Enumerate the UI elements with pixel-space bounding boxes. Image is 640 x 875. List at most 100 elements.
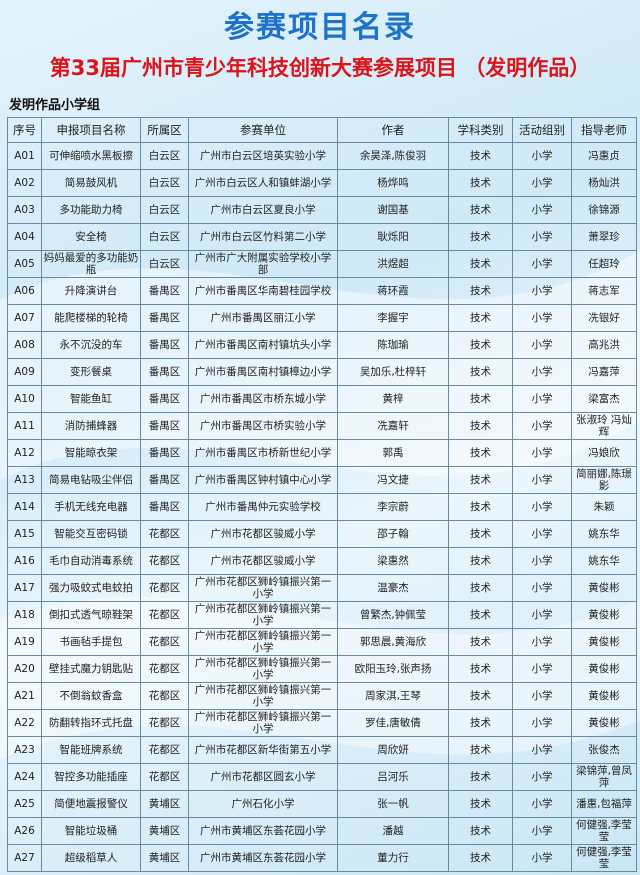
table-cell: 技术 bbox=[448, 655, 513, 683]
table-cell: 广州市花都区新华街第五小学 bbox=[188, 736, 338, 764]
table-cell: A06 bbox=[7, 277, 42, 305]
table-cell: 技术 bbox=[448, 601, 513, 629]
table-cell: 小学 bbox=[512, 763, 572, 791]
table-cell: 何健强,李莹莹 bbox=[571, 844, 637, 872]
table-cell: A04 bbox=[7, 223, 42, 251]
table-cell: 朱颖 bbox=[571, 493, 637, 521]
table-cell: 广州市番禺区南村镇樟边小学 bbox=[188, 358, 338, 386]
table-cell: A26 bbox=[7, 817, 42, 845]
table-cell: 郭禹 bbox=[337, 439, 449, 467]
table-cell: 小学 bbox=[512, 628, 572, 656]
table-row: A03 多功能助力椅 白云区 广州市白云区夏良小学 谢国基 技术 小学 徐锦源 bbox=[7, 196, 637, 224]
table-cell: 广州市番禺区华南碧桂园学校 bbox=[188, 277, 338, 305]
table-cell: 徐锦源 bbox=[571, 196, 637, 224]
table-cell: 能爬楼梯的轮椅 bbox=[41, 304, 141, 332]
table-row: A14 手机无线充电器 番禺区 广州市番禺仲元实验学校 李宗蔚 技术 小学 朱颖 bbox=[7, 493, 637, 521]
table-cell: 梁富杰 bbox=[571, 385, 637, 413]
table-cell: 白云区 bbox=[140, 250, 189, 278]
table-cell: 小学 bbox=[512, 547, 572, 575]
table-row: A13 简易电钻吸尘伴侣 番禺区 广州市番禺区钟村镇中心小学 冯文捷 技术 小学 简丽娜,陈璟… bbox=[7, 466, 637, 494]
table-cell: 黄俊彬 bbox=[571, 574, 637, 602]
table-cell: 小学 bbox=[512, 493, 572, 521]
table-cell: 杨灿洪 bbox=[571, 169, 637, 197]
column-header: 活动组别 bbox=[512, 117, 572, 143]
table-cell: 董力行 bbox=[337, 844, 449, 872]
table-cell: 花都区 bbox=[140, 601, 189, 629]
table-cell: 升降演讲台 bbox=[41, 277, 141, 305]
table-cell: 番禺区 bbox=[140, 439, 189, 467]
table-cell: 简易电钻吸尘伴侣 bbox=[41, 466, 141, 494]
table-cell: 强力吸蚊式电蚊拍 bbox=[41, 574, 141, 602]
table-cell: 广州市番禺仲元实验学校 bbox=[188, 493, 338, 521]
table-cell: 余昊泽,陈俊羽 bbox=[337, 142, 449, 170]
table-cell: 吕河乐 bbox=[337, 763, 449, 791]
table-row: A02 简易鼓风机 白云区 广州市白云区人和镇蚌湖小学 杨烨鸣 技术 小学 杨灿洪 bbox=[7, 169, 637, 197]
entries-table: 序号 申报项目名称 所属区 参赛单位 作者 学科类别 活动组别 指导老师 A01 可伸缩喷水黑板… bbox=[7, 117, 637, 872]
table-cell: A14 bbox=[7, 493, 42, 521]
table-cell: 广州市花都区狮岭镇振兴第一小学 bbox=[188, 655, 338, 683]
table-cell: 小学 bbox=[512, 223, 572, 251]
table-cell: 花都区 bbox=[140, 655, 189, 683]
table-row: A06 升降演讲台 番禺区 广州市番禺区华南碧桂园学校 蒋环霞 技术 小学 蒋志军 bbox=[7, 277, 637, 305]
table-cell: 技术 bbox=[448, 709, 513, 737]
table-cell: 黄俊彬 bbox=[571, 655, 637, 683]
table-cell: 萧翠珍 bbox=[571, 223, 637, 251]
table-cell: A27 bbox=[7, 844, 42, 872]
table-cell: 技术 bbox=[448, 466, 513, 494]
table-cell: 周欣妍 bbox=[337, 736, 449, 764]
table-cell: 广州市黄埔区东荟花园小学 bbox=[188, 817, 338, 845]
table-cell: 广州市黄埔区东荟花园小学 bbox=[188, 844, 338, 872]
table-row: A10 智能鱼缸 番禺区 广州市番禺区市桥东城小学 黄梓 技术 小学 梁富杰 bbox=[7, 385, 637, 413]
table-cell: 欧阳玉玲,张声扬 bbox=[337, 655, 449, 683]
table-cell: 白云区 bbox=[140, 196, 189, 224]
table-row: A01 可伸缩喷水黑板擦 白云区 广州市白云区培英实验小学 余昊泽,陈俊羽 技术 小学 冯惠贞 bbox=[7, 142, 637, 170]
table-cell: 技术 bbox=[448, 142, 513, 170]
table-cell: 小学 bbox=[512, 709, 572, 737]
table-cell: 智能交互密码锁 bbox=[41, 520, 141, 548]
table-cell: 番禺区 bbox=[140, 412, 189, 440]
table-cell: 高兆洪 bbox=[571, 331, 637, 359]
table-cell: 何健强,李莹莹 bbox=[571, 817, 637, 845]
table-cell: 花都区 bbox=[140, 682, 189, 710]
table-cell: 手机无线充电器 bbox=[41, 493, 141, 521]
table-row: A22 防翻转指环式托盘 花都区 广州市花都区狮岭镇振兴第一小学 罗佳,唐敏倩 技术 小学黄… bbox=[7, 709, 637, 737]
column-header: 所属区 bbox=[140, 117, 189, 143]
table-row: A27 超级稻草人 黄埔区 广州市黄埔区东荟花园小学 董力行 技术 小学 何健强,李莹莹 bbox=[7, 844, 637, 872]
table-cell: 小学 bbox=[512, 277, 572, 305]
table-cell: 可伸缩喷水黑板擦 bbox=[41, 142, 141, 170]
table-cell: 智能垃圾桶 bbox=[41, 817, 141, 845]
table-cell: 小学 bbox=[512, 439, 572, 467]
column-header: 序号 bbox=[7, 117, 42, 143]
table-cell: 安全椅 bbox=[41, 223, 141, 251]
table-cell: 花都区 bbox=[140, 547, 189, 575]
table-cell: 小学 bbox=[512, 142, 572, 170]
table-cell: 小学 bbox=[512, 736, 572, 764]
table-cell: 花都区 bbox=[140, 520, 189, 548]
table-cell: 梁锦萍,曾凤萍 bbox=[571, 763, 637, 791]
table-cell: 蒋环霞 bbox=[337, 277, 449, 305]
table-cell: A24 bbox=[7, 763, 42, 791]
subtitle: 第33届广州市青少年科技创新大赛参展项目 （发明作品） bbox=[49, 56, 591, 80]
table-cell: 智能班牌系统 bbox=[41, 736, 141, 764]
table-cell: 番禺区 bbox=[140, 493, 189, 521]
table-cell: 毛巾自动消毒系统 bbox=[41, 547, 141, 575]
table-cell: 蒋志军 bbox=[571, 277, 637, 305]
table-cell: 技术 bbox=[448, 439, 513, 467]
table-row: A24 智控多功能插座 花都区 广州市花都区圆玄小学 吕河乐 技术 小学 梁锦萍,曾凤萍 bbox=[7, 763, 637, 791]
table-cell: A23 bbox=[7, 736, 42, 764]
table-cell: 消防捕蜂器 bbox=[41, 412, 141, 440]
table-cell: 广州市广大附属实验学校小学部 bbox=[188, 250, 338, 278]
table-row: A23 智能班牌系统 花都区 广州市花都区新华街第五小学 周欣妍 技术 小学 张俊杰 bbox=[7, 736, 637, 764]
table-cell: 冼嘉轩 bbox=[337, 412, 449, 440]
table-cell: 番禺区 bbox=[140, 466, 189, 494]
table-cell: 小学 bbox=[512, 304, 572, 332]
table-cell: A11 bbox=[7, 412, 42, 440]
table-cell: 冯娘欣 bbox=[571, 439, 637, 467]
table-cell: 广州市番禺区南村镇坑头小学 bbox=[188, 331, 338, 359]
table-cell: A15 bbox=[7, 520, 42, 548]
table-cell: 冯文捷 bbox=[337, 466, 449, 494]
table-cell: 技术 bbox=[448, 385, 513, 413]
table-cell: A09 bbox=[7, 358, 42, 386]
table-row: A26 智能垃圾桶 黄埔区 广州市黄埔区东荟花园小学 潘越 技术 小学 何健强,李莹莹 bbox=[7, 817, 637, 845]
table-cell: 永不沉没的车 bbox=[41, 331, 141, 359]
